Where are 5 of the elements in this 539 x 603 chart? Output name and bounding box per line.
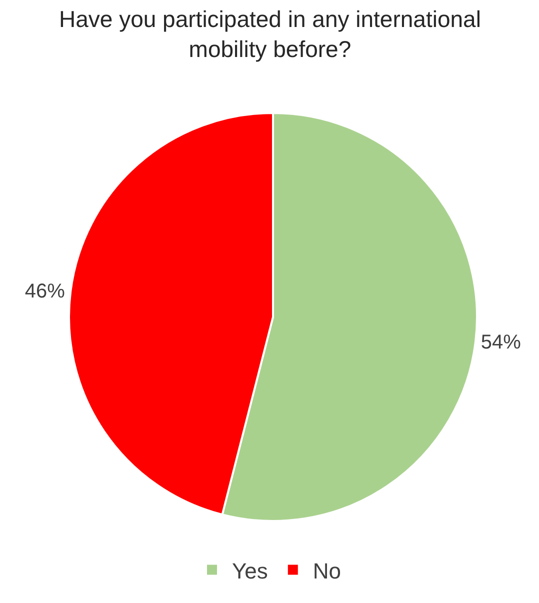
legend-label: Yes (232, 558, 268, 584)
legend-label: No (312, 558, 342, 584)
data-label: 54% (480, 332, 522, 354)
data-label: 46% (24, 280, 66, 302)
chart-title: Have you participated in any international mobility before? (59, 6, 481, 62)
